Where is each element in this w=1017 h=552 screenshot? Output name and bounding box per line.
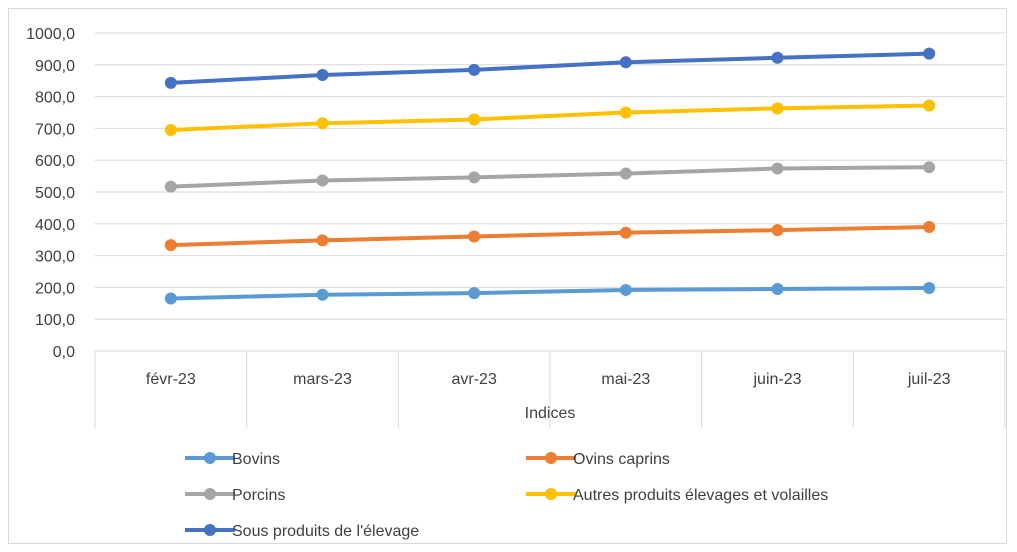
y-tick-label: 900,0: [35, 58, 75, 75]
y-tick-label: 200,0: [35, 280, 75, 297]
legend-label: Autres produits élevages et volailles: [573, 487, 828, 504]
legend-swatch-marker: [545, 452, 557, 464]
series-line: [168, 51, 932, 85]
y-tick-label: 700,0: [35, 121, 75, 138]
data-point: [164, 123, 177, 136]
data-point: [468, 63, 481, 76]
data-point: [619, 106, 632, 119]
data-point: [316, 68, 329, 81]
legend-item: Porcins: [185, 487, 285, 504]
x-axis-tick-labels: févr-23 mars-23 avr-23 mai-23 juin-23 juil-23: [146, 371, 951, 388]
series-line: [168, 286, 932, 301]
data-point: [164, 239, 177, 252]
x-tick-label: févr-23: [146, 371, 196, 388]
legend-label: Porcins: [232, 487, 285, 504]
data-point: [468, 230, 481, 243]
series-ovins-caprins: [164, 220, 936, 252]
data-point: [771, 102, 784, 115]
data-point: [316, 174, 329, 187]
y-tick-label: 800,0: [35, 90, 75, 107]
legend-item: Bovins: [185, 451, 280, 468]
data-point: [923, 161, 936, 174]
x-axis-title: Indices: [525, 405, 576, 422]
data-point: [771, 224, 784, 237]
data-point: [468, 113, 481, 126]
data-point: [468, 287, 481, 300]
legend-swatch-marker: [545, 488, 557, 500]
y-tick-label: 0,0: [53, 344, 75, 361]
legend-item: Autres produits élevages et volailles: [526, 487, 828, 504]
data-point: [619, 167, 632, 180]
data-point: [316, 234, 329, 247]
legend-item: Ovins caprins: [526, 451, 670, 468]
y-tick-label: 100,0: [35, 312, 75, 329]
legend-swatch-marker: [204, 452, 216, 464]
chart-frame: [8, 8, 1007, 544]
data-point: [923, 99, 936, 112]
legend-swatch-marker: [204, 524, 216, 536]
series-autres-produits-levages-et-volailles: [164, 99, 936, 136]
y-tick-label: 600,0: [35, 153, 75, 170]
data-point: [923, 220, 936, 233]
series-bovins: [164, 282, 936, 305]
series-line: [168, 165, 932, 189]
y-tick-label: 300,0: [35, 249, 75, 266]
data-point: [771, 51, 784, 64]
data-point: [316, 288, 329, 301]
series-line: [168, 224, 932, 248]
series-line: [168, 103, 932, 132]
legend-item: Sous produits de l'élevage: [185, 523, 419, 540]
series-layer: [164, 47, 936, 305]
data-point: [923, 282, 936, 295]
data-point: [619, 226, 632, 239]
legend-label: Ovins caprins: [573, 451, 670, 468]
y-tick-label: 400,0: [35, 217, 75, 234]
data-point: [771, 282, 784, 295]
data-point: [771, 162, 784, 175]
legend: Bovins Ovins caprins Porcins Autres produit…: [185, 451, 828, 540]
data-point: [468, 171, 481, 184]
data-point: [164, 292, 177, 305]
data-point: [619, 283, 632, 296]
x-tick-label: avr-23: [451, 371, 496, 388]
x-tick-label: juil-23: [907, 371, 951, 388]
legend-swatch-marker: [204, 488, 216, 500]
series-porcins: [164, 161, 936, 193]
legend-label: Bovins: [232, 451, 280, 468]
data-point: [923, 47, 936, 60]
data-point: [316, 117, 329, 130]
y-tick-label: 1000,0: [26, 26, 75, 43]
x-tick-label: mai-23: [601, 371, 650, 388]
series-sous-produits-de-l-levage: [164, 47, 936, 89]
data-point: [619, 56, 632, 69]
gridlines: [94, 32, 1006, 428]
x-tick-label: juin-23: [752, 371, 801, 388]
x-tick-label: mars-23: [293, 371, 352, 388]
data-point: [164, 76, 177, 89]
y-tick-label: 500,0: [35, 185, 75, 202]
data-point: [164, 180, 177, 193]
legend-label: Sous produits de l'élevage: [232, 523, 419, 540]
y-axis-tick-labels: 0,0 100,0 200,0 300,0 400,0 500,0 600,0 700,0 80…: [26, 26, 75, 361]
